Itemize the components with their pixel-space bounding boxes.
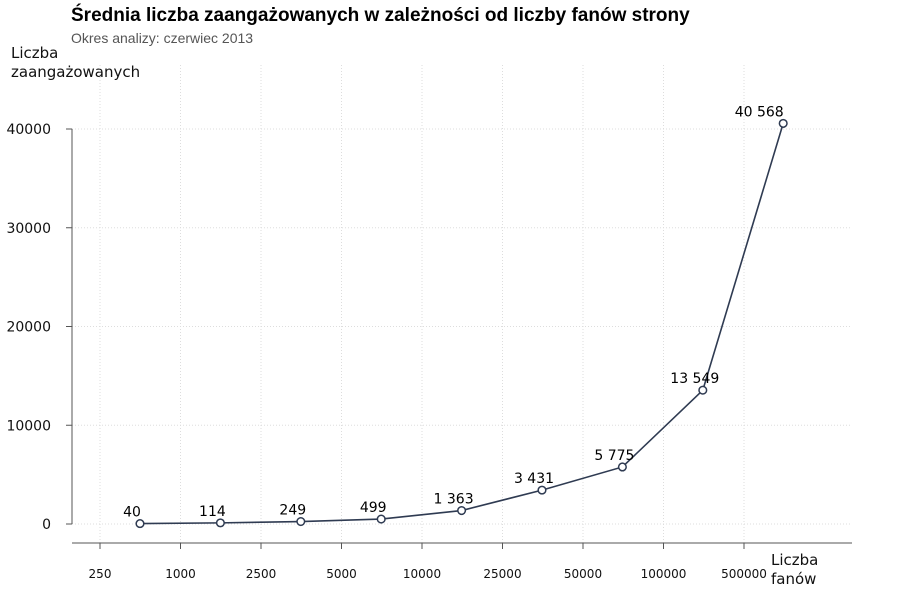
x-tick-label: 1000 [165,567,196,581]
data-point [698,385,708,395]
y-tick-label: 30000 [6,221,51,237]
x-tick-label: 100000 [641,567,687,581]
data-point [537,485,547,495]
data-point [778,118,788,128]
x-axis-label: Liczba fanów [771,551,818,589]
y-tick-label: 10000 [6,418,51,434]
data-point [135,519,145,529]
data-point [376,514,386,524]
data-label: 3 431 [514,471,554,487]
y-axis-label-line-2: zaangażowanych [11,63,141,81]
chart-title: Średnia liczba zaangażowanych w zależnoś… [71,5,690,26]
data-label: 40 568 [735,104,784,120]
data-label: 249 [279,503,306,519]
y-tick-label: 20000 [6,320,51,336]
x-tick-label: 250 [89,567,112,581]
x-tick-label: 500000 [721,567,767,581]
data-label: 40 [123,505,141,521]
y-tick-label: 40000 [6,122,51,138]
chart-subtitle: Okres analizy: czerwiec 2013 [71,30,254,46]
data-label: 1 363 [434,492,474,508]
x-axis-label-line-1: Liczba [771,551,819,569]
y-axis-label: Liczba zaangażowanych [11,44,140,82]
x-tick-label: 10000 [403,567,441,581]
data-point [457,505,467,516]
data-label: 499 [360,500,387,516]
data-label: 13 549 [670,371,719,387]
x-axis-label-line-2: fanów [771,570,817,588]
data-label: 114 [199,504,226,520]
x-tick-label: 5000 [326,567,357,581]
data-point [617,462,627,472]
data-label: 5 775 [594,448,634,464]
data-point [215,518,225,528]
y-axis-label-line-1: Liczba [11,44,59,62]
x-tick-label: 50000 [564,567,602,581]
data-point [296,516,306,527]
series-line [139,123,784,525]
y-tick-label: 0 [42,517,51,533]
x-tick-label: 2500 [246,567,277,581]
x-tick-label: 25000 [483,567,521,581]
